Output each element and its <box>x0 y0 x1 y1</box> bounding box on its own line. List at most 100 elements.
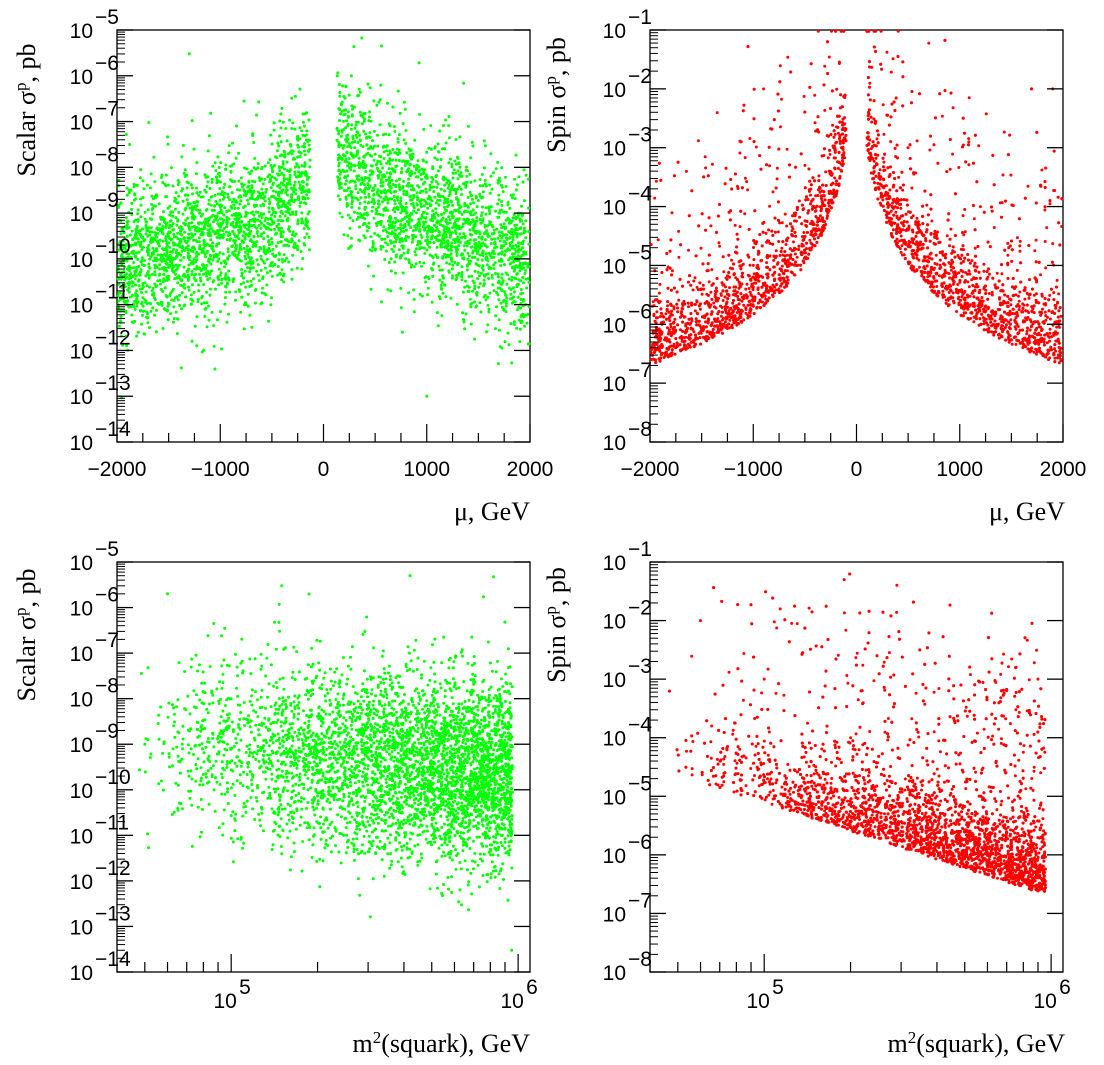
scatter-point <box>128 295 132 299</box>
scatter-point <box>398 151 402 155</box>
scatter-point <box>490 237 494 241</box>
scatter-point <box>193 228 197 232</box>
scatter-point <box>480 266 484 270</box>
scatter-point <box>357 156 361 160</box>
scatter-point <box>439 223 442 227</box>
scatter-point <box>215 255 219 259</box>
scatter-point <box>434 180 438 183</box>
scatter-point <box>480 173 484 176</box>
scatter-point <box>447 248 451 252</box>
scatter-point <box>234 247 238 251</box>
scatter-point <box>400 186 404 190</box>
scatter-point <box>262 204 266 208</box>
scatter-point <box>175 248 179 252</box>
scatter-point <box>527 305 531 309</box>
scatter-point <box>362 119 366 123</box>
scatter-point <box>519 232 523 236</box>
scatter-point <box>134 274 138 278</box>
scatter-point <box>468 228 472 232</box>
scatter-point <box>172 228 176 232</box>
scatter-point <box>443 183 447 187</box>
y-tick-label: 10 <box>70 386 93 409</box>
scatter-point <box>462 81 466 85</box>
scatter-point <box>205 208 209 211</box>
scatter-point <box>135 224 139 228</box>
scatter-point <box>207 202 211 206</box>
scatter-point <box>137 250 141 254</box>
scatter-point <box>180 291 184 295</box>
scatter-point <box>398 256 402 260</box>
scatter-point <box>249 262 253 266</box>
scatter-point <box>382 225 386 229</box>
scatter-point <box>238 243 242 246</box>
scatter-point <box>439 283 443 287</box>
scatter-point <box>358 110 362 114</box>
scatter-point <box>274 244 278 248</box>
scatter-point <box>164 173 168 177</box>
scatter-point <box>527 230 531 233</box>
scatter-point <box>510 278 514 282</box>
scatter-point <box>443 199 447 202</box>
scatter-point <box>194 238 198 242</box>
scatter-point <box>308 158 312 162</box>
scatter-point <box>431 274 435 278</box>
scatter-point <box>430 226 433 230</box>
scatter-point <box>258 246 262 249</box>
scatter-point <box>352 45 356 49</box>
scatter-point <box>424 220 428 224</box>
scatter-point <box>483 238 487 242</box>
scatter-point <box>279 210 283 214</box>
scatter-point <box>136 257 140 261</box>
scatter-point <box>500 276 504 280</box>
scatter-point <box>345 179 349 183</box>
scatter-point <box>518 269 522 273</box>
scatter-point <box>287 225 291 229</box>
scatter-point <box>498 239 502 243</box>
scatter-point <box>174 268 178 272</box>
scatter-point <box>279 272 282 276</box>
scatter-point <box>392 250 396 253</box>
scatter-point <box>524 173 528 177</box>
scatter-point <box>263 164 267 168</box>
scatter-point <box>170 261 174 265</box>
scatter-point <box>223 226 226 230</box>
scatter-point <box>461 311 465 315</box>
scatter-point <box>305 224 309 228</box>
scatter-point <box>344 85 348 89</box>
scatter-point <box>279 240 283 244</box>
scatter-point <box>290 277 294 281</box>
scatter-point <box>500 203 504 207</box>
scatter-point <box>463 248 467 252</box>
scatter-point <box>415 226 418 230</box>
scatter-point <box>296 218 300 222</box>
x-tick-label: 0 <box>318 458 330 481</box>
scatter-point <box>134 283 137 287</box>
scatter-point <box>346 110 350 114</box>
scatter-point <box>140 302 144 306</box>
scatter-point <box>220 222 224 226</box>
scatter-point <box>383 258 387 261</box>
scatter-point <box>166 318 170 322</box>
scatter-point <box>226 220 229 224</box>
scatter-point <box>340 215 344 219</box>
scatter-point <box>513 247 517 251</box>
scatter-point <box>509 297 513 301</box>
scatter-point <box>274 155 278 159</box>
scatter-point <box>513 300 517 304</box>
scatter-point <box>204 272 208 276</box>
scatter-point <box>476 249 480 253</box>
scatter-point <box>358 225 361 229</box>
scatter-point <box>481 184 485 188</box>
scatter-point <box>377 220 380 224</box>
scatter-point <box>395 237 398 241</box>
scatter-point <box>196 300 200 304</box>
scatter-point <box>372 274 376 278</box>
scatter-point <box>305 232 309 236</box>
scatter-point <box>522 297 526 301</box>
scatter-point <box>466 124 470 128</box>
scatter-point <box>259 254 263 258</box>
scatter-point <box>397 183 401 187</box>
scatter-point <box>167 235 171 239</box>
scatter-point <box>171 184 175 188</box>
scatter-point <box>293 157 297 161</box>
